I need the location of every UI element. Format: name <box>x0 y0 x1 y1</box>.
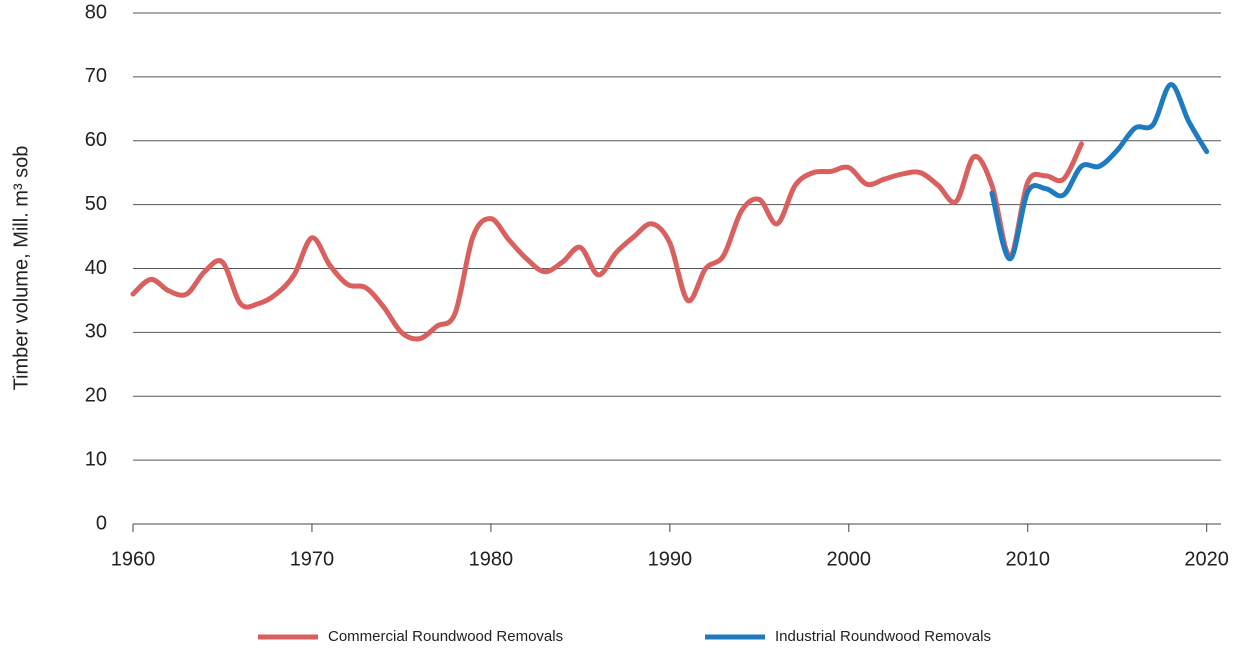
y-tick-label: 70 <box>85 65 107 87</box>
y-tick-label: 30 <box>85 321 107 343</box>
y-axis-title: Timber volume, Mill. m³ sob <box>10 146 32 391</box>
y-tick-label: 10 <box>85 448 107 470</box>
data-line <box>130 141 1084 342</box>
x-tick-label: 1990 <box>648 548 693 570</box>
x-tick-label: 2020 <box>1184 548 1229 570</box>
x-tick-label: 1980 <box>469 548 514 570</box>
y-tick-label: 80 <box>85 1 107 23</box>
x-tick-label: 2010 <box>1005 548 1050 570</box>
y-tick-label: 0 <box>96 512 107 534</box>
legend-label: Industrial Roundwood Removals <box>775 628 991 645</box>
x-tick-label: 1960 <box>111 548 156 570</box>
y-tick-label: 20 <box>85 385 107 407</box>
y-tick-label: 40 <box>85 257 107 279</box>
x-tick-label: 1970 <box>290 548 335 570</box>
y-tick-label: 50 <box>85 193 107 215</box>
x-tick-label: 2000 <box>827 548 872 570</box>
y-tick-label: 60 <box>85 129 107 151</box>
legend-label: Commercial Roundwood Removals <box>328 628 563 645</box>
data-line <box>989 82 1210 262</box>
